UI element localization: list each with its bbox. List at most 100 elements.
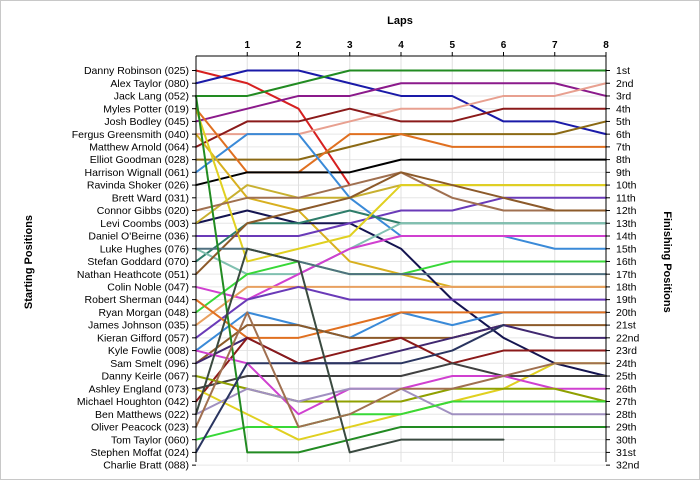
driver-label: Ashley England (073) (89, 383, 189, 395)
finish-position-label: 20th (616, 307, 637, 319)
driver-label: Connor Gibbs (020) (97, 205, 189, 217)
finish-position-label: 11th (616, 192, 636, 204)
axes (192, 52, 610, 466)
driver-label: James Johnson (035) (88, 320, 189, 332)
driver-label: Ben Matthews (022) (95, 409, 189, 421)
starting-position-labels: Danny Robinson (025)Alex Taylor (080)Jac… (72, 65, 189, 472)
driver-label: Kieran Gifford (057) (97, 332, 189, 344)
driver-label: Charlie Bratt (088) (103, 460, 189, 472)
series-line-9 (195, 158, 607, 187)
finish-position-label: 9th (616, 167, 631, 179)
series-line-14 (195, 196, 607, 237)
finish-position-label: 18th (616, 282, 637, 294)
driver-label: Sam Smelt (096) (110, 358, 189, 370)
series-line-4 (195, 82, 607, 123)
finish-position-label: 14th (616, 231, 637, 243)
series-line-16 (195, 107, 607, 263)
finish-position-label: 23rd (616, 345, 637, 357)
driver-label: Jack Lang (052) (114, 91, 189, 103)
driver-label: Stephen Moffat (024) (91, 447, 189, 459)
driver-label: Michael Houghton (042) (77, 396, 189, 408)
finish-position-label: 29th (616, 422, 637, 434)
series-line-29 (195, 336, 607, 403)
driver-label: Ryan Morgan (048) (99, 307, 189, 319)
driver-label: Elliot Goodman (028) (90, 154, 189, 166)
series-line-23 (195, 285, 607, 327)
lap-tick-label: 6 (501, 40, 507, 51)
finish-position-label: 13th (616, 218, 637, 230)
finish-position-label: 10th (616, 180, 637, 192)
lap-tick-label: 3 (347, 40, 353, 51)
lap-tick-label: 2 (296, 40, 302, 51)
finish-position-label: 22nd (616, 332, 640, 344)
driver-label: Myles Potter (019) (103, 103, 189, 115)
series-line-38 (195, 324, 505, 454)
finish-position-label: 21st (616, 320, 636, 332)
driver-label: Nathan Heathcote (051) (77, 269, 189, 281)
finish-position-label: 28th (616, 409, 637, 421)
finish-position-label: 17th (616, 269, 637, 281)
driver-label: Harrison Wignall (061) (85, 167, 189, 179)
lap-tick-labels: 1 2 3 4 5 6 7 8 (244, 40, 609, 51)
series-layer (195, 69, 607, 454)
series-line-3 (195, 69, 607, 97)
series-line-19 (195, 171, 607, 276)
finish-position-label: 5th (616, 116, 631, 128)
finish-position-label: 19th (616, 294, 637, 306)
driver-label: Fergus Greensmith (040) (72, 129, 189, 141)
driver-label: Luke Hughes (076) (100, 243, 189, 255)
finish-position-label: 3rd (616, 91, 631, 103)
finish-position-label: 15th (616, 243, 637, 255)
lap-tick-label: 5 (449, 40, 455, 51)
top-axis-title: Laps (387, 15, 413, 27)
finish-position-label: 24th (616, 358, 637, 370)
series-line-39 (195, 311, 607, 428)
series-line-2 (195, 69, 607, 136)
finish-position-label: 12th (616, 205, 637, 217)
finish-position-label: 27th (616, 396, 637, 408)
finish-position-label: 8th (616, 154, 631, 166)
lap-tick-label: 8 (603, 40, 609, 51)
finish-position-label: 25th (616, 371, 637, 383)
driver-label: Josh Bodley (045) (104, 116, 189, 128)
driver-label: Daniel O'Beirne (036) (88, 231, 189, 243)
finish-position-label: 32nd (616, 460, 640, 472)
driver-label: Danny Keirle (067) (101, 371, 189, 383)
driver-label: Kyle Fowlie (008) (108, 345, 189, 357)
finish-position-label: 6th (616, 129, 631, 141)
driver-label: Colin Noble (047) (107, 282, 189, 294)
series-line-6 (195, 107, 607, 148)
driver-label: Stefan Goddard (070) (87, 256, 189, 268)
series-line-35 (195, 400, 607, 441)
finish-position-label: 2nd (616, 78, 634, 90)
finish-position-label: 30th (616, 434, 637, 446)
finish-position-label: 4th (616, 103, 631, 115)
driver-label: Robert Sherman (044) (85, 294, 189, 306)
driver-label: Matthew Arnold (064) (89, 141, 189, 153)
lap-tick-label: 7 (552, 40, 558, 51)
driver-label: Ravinda Shoker (026) (87, 180, 189, 192)
right-axis-title: Finishing Positions (661, 211, 673, 312)
series-line-17 (195, 222, 607, 276)
finish-position-label: 16th (616, 256, 637, 268)
driver-label: Alex Taylor (080) (110, 78, 189, 90)
series-line-12 (195, 209, 607, 378)
finishing-position-labels: 1st2nd3rd4th5th6th7th8th9th10th11th12th1… (616, 65, 640, 472)
series-line-31 (195, 362, 607, 390)
finish-position-label: 7th (616, 141, 631, 153)
lap-tick-label: 1 (244, 40, 250, 51)
driver-label: Danny Robinson (025) (84, 65, 189, 77)
series-line-36 (195, 94, 607, 454)
driver-label: Brett Ward (031) (112, 192, 189, 204)
lap-tick-label: 4 (398, 40, 404, 51)
driver-label: Tom Taylor (060) (111, 434, 189, 446)
series-line-20 (195, 234, 607, 301)
driver-label: Oliver Peacock (023) (91, 422, 189, 434)
left-axis-title: Starting Positions (23, 215, 35, 309)
driver-label: Levi Coombs (003) (100, 218, 189, 230)
finish-position-label: 26th (616, 383, 637, 395)
finish-position-label: 1st (616, 65, 630, 77)
series-line-26 (195, 298, 607, 339)
series-line-37 (195, 247, 505, 454)
